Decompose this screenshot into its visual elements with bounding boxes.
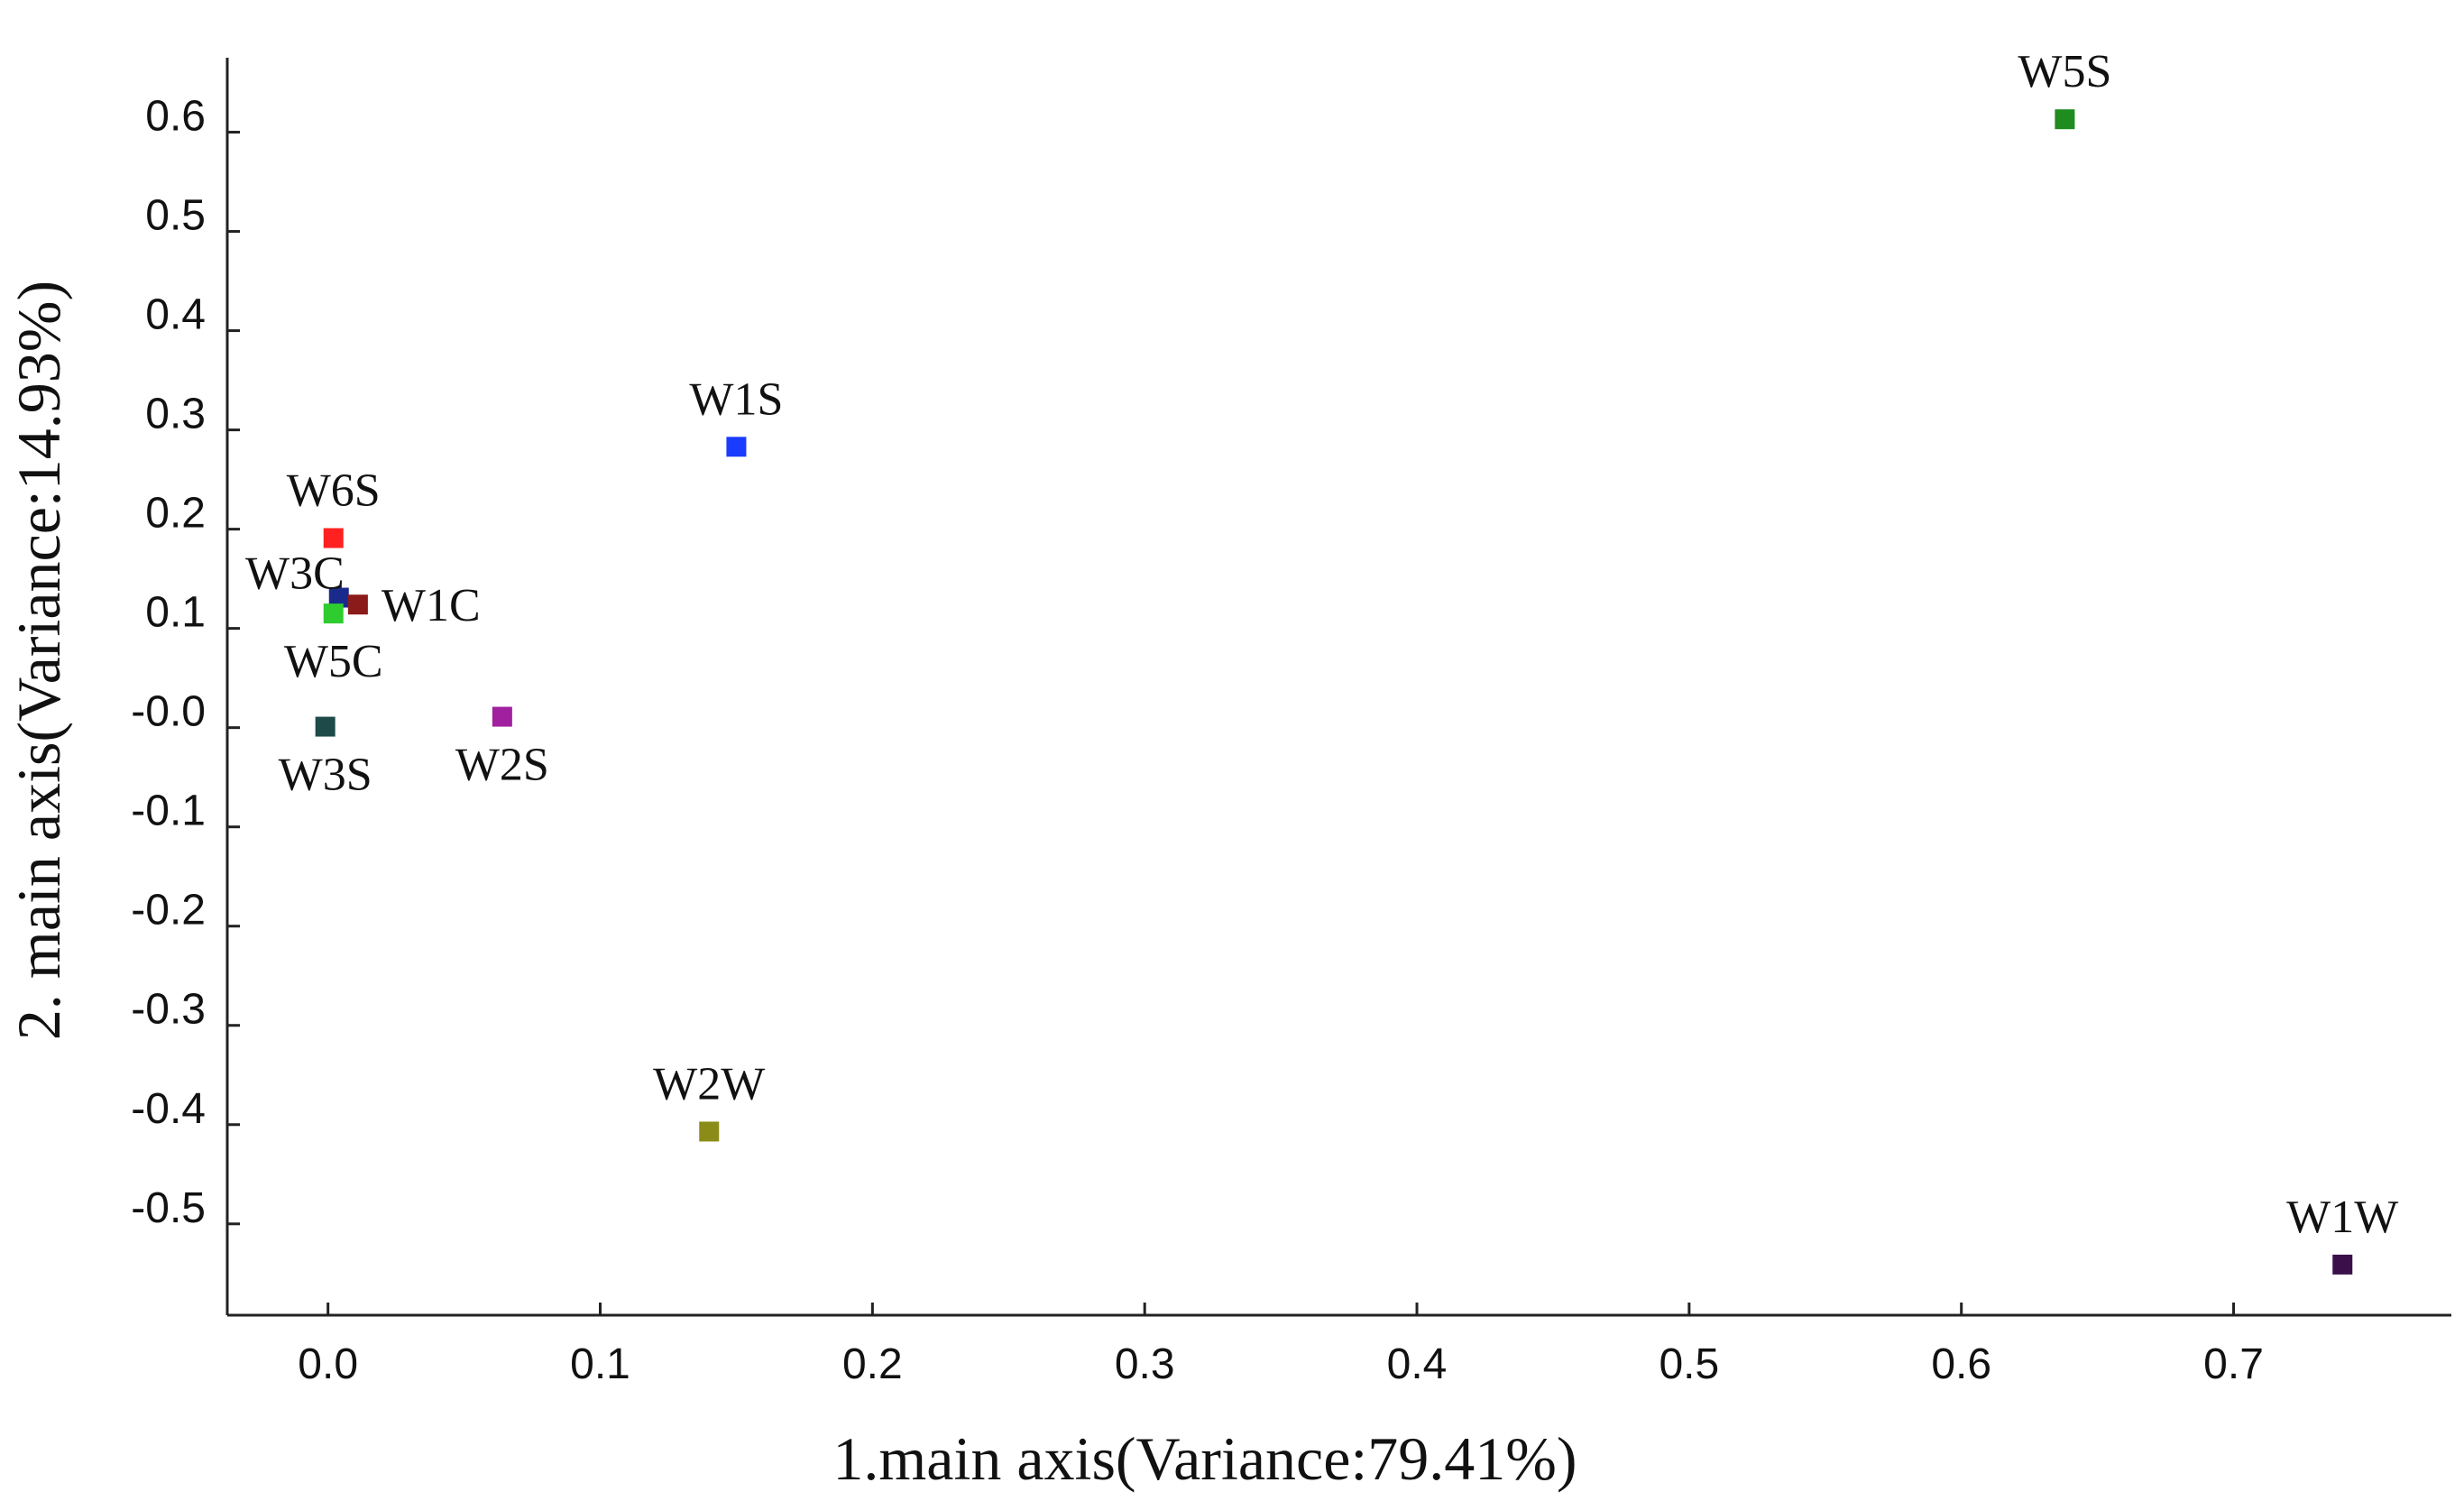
y-tick-label: 0.3 [145, 391, 206, 438]
y-tick-label: 0.2 [145, 490, 206, 538]
point-label-w5s: W5S [2018, 46, 2111, 97]
y-tick-label: 0.1 [145, 589, 206, 637]
x-tick-label: 0.2 [842, 1340, 903, 1388]
point-w1w [2332, 1254, 2353, 1275]
y-tick-label: -0.2 [131, 887, 206, 935]
y-tick-label: 0.4 [145, 291, 206, 339]
point-w3s [315, 716, 336, 737]
y-axis-label: 2. main axis(Variance:14.93%) [5, 281, 73, 1040]
point-w5c [323, 603, 344, 624]
ticks-layer: 0.0 0.1 0.2 0.3 0.4 0.5 0.6 0.7 0.6 0.5 0.4 0.3 0.2 0… [131, 93, 2264, 1388]
x-tick-label: 0.3 [1115, 1340, 1175, 1388]
point-label-w1w: W1W [2286, 1192, 2398, 1243]
point-w2w [699, 1121, 720, 1142]
x-tick-label: 0.6 [1931, 1340, 1991, 1388]
point-label-w3s: W3S [279, 750, 372, 801]
x-tick-label: 0.0 [298, 1340, 358, 1388]
point-label-w1c: W1C [382, 580, 481, 631]
x-tick-label: 0.7 [2203, 1340, 2264, 1388]
point-w3c [328, 587, 349, 608]
y-tick-label: 0.6 [145, 93, 206, 141]
point-label-w3c: W3C [245, 548, 345, 600]
x-axis-label: 1.main axis(Variance:79.41%) [832, 1424, 1577, 1493]
points-layer [315, 109, 2353, 1275]
y-tick-label: -0.0 [131, 688, 206, 736]
x-tick-label: 0.5 [1659, 1340, 1719, 1388]
x-tick-label: 0.1 [570, 1340, 630, 1388]
y-tick-label: 0.5 [145, 192, 206, 240]
point-label-w5c: W5C [284, 636, 383, 687]
point-label-w2s: W2S [455, 740, 549, 791]
x-tick-label: 0.4 [1387, 1340, 1448, 1388]
point-w2s [492, 706, 512, 727]
y-tick-label: -0.3 [131, 986, 206, 1034]
point-w1c [347, 594, 368, 615]
point-w5s [2055, 109, 2075, 130]
point-w6s [323, 528, 344, 548]
point-w1s [726, 437, 747, 457]
point-label-w2w: W2W [653, 1058, 765, 1110]
y-tick-label: -0.5 [131, 1184, 206, 1232]
point-label-w6s: W6S [287, 465, 381, 517]
y-tick-label: -0.4 [131, 1085, 206, 1133]
axes-layer [225, 58, 2451, 1317]
point-label-w1s: W1S [689, 373, 783, 425]
y-tick-label: -0.1 [131, 787, 206, 835]
